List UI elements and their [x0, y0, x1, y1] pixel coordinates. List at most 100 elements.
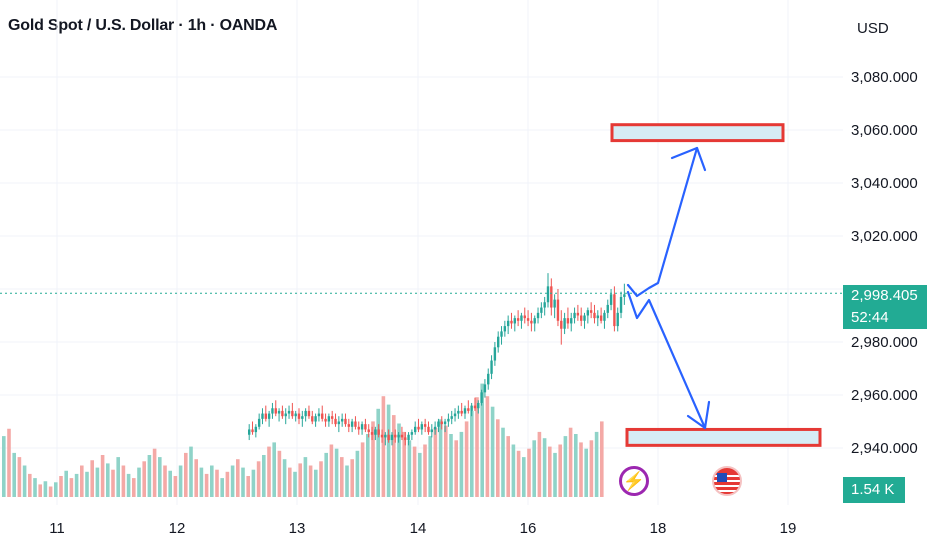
- price-axis[interactable]: 3,080.000 3,060.000 3,040.000 3,020.000 2,98…: [851, 69, 918, 457]
- candle-body: [384, 434, 387, 438]
- volume-bar: [568, 427, 573, 497]
- volume-bar: [496, 419, 500, 497]
- candle-body: [380, 434, 384, 438]
- candle-body: [347, 424, 350, 427]
- candle-body: [440, 421, 443, 425]
- bullish-arrowhead: [670, 146, 707, 172]
- volume-bar: [433, 427, 438, 497]
- candle-body: [430, 429, 433, 433]
- lightning-event-icon[interactable]: ⚡: [619, 466, 649, 496]
- volume-bar: [85, 471, 89, 497]
- bullish-arrow: [626, 146, 699, 298]
- candle-body: [261, 413, 264, 419]
- volume-bar: [319, 461, 323, 497]
- volume-bar: [7, 428, 11, 497]
- time-axis[interactable]: 11 12 13 14 16 18 19: [49, 520, 796, 537]
- candle-body: [613, 294, 616, 327]
- candle-body: [297, 413, 301, 419]
- volume-bar: [236, 459, 240, 497]
- candle-body: [530, 320, 533, 324]
- candle-body: [287, 410, 291, 414]
- volume-bar: [594, 431, 599, 497]
- candle-body: [340, 418, 344, 422]
- volume-bar: [80, 465, 84, 497]
- candle-body: [427, 426, 430, 433]
- candle-body: [257, 418, 261, 427]
- x-tick-label: 16: [520, 520, 537, 537]
- volume-bar: [584, 448, 588, 497]
- candle-body: [324, 418, 327, 422]
- candle-body: [526, 318, 530, 321]
- zones[interactable]: [610, 123, 822, 447]
- candle-body: [404, 437, 407, 441]
- volume-bar: [220, 478, 224, 497]
- candle-body: [274, 408, 277, 414]
- candle-body: [570, 318, 573, 324]
- volume-bar: [381, 396, 386, 497]
- volume-bar: [324, 452, 328, 497]
- bearish-arrow: [626, 290, 707, 430]
- volume-bar: [48, 486, 53, 497]
- currency-label[interactable]: USD: [857, 20, 889, 37]
- candle-body: [360, 424, 364, 430]
- candle-body: [556, 299, 560, 321]
- volume-bar: [392, 415, 396, 497]
- volume-bar: [137, 467, 141, 497]
- candle-body: [284, 413, 287, 417]
- candle-body: [586, 310, 590, 316]
- candle-body: [500, 331, 503, 337]
- volume-bar: [600, 421, 604, 497]
- volume-bar: [168, 470, 172, 497]
- volume-bar: [537, 431, 542, 497]
- candle-body: [523, 315, 526, 319]
- candle-body: [394, 434, 397, 438]
- volume-bars: [2, 383, 604, 497]
- y-tick-label: 3,080.000: [851, 69, 918, 86]
- candle-body: [603, 312, 606, 321]
- volume-bar: [38, 484, 42, 497]
- candle-body: [540, 307, 543, 313]
- volume-bar: [64, 470, 68, 497]
- candle-body: [490, 360, 493, 374]
- us-flag-event-icon[interactable]: [712, 466, 742, 496]
- volume-bar: [189, 446, 193, 497]
- volume-bar: [428, 436, 432, 497]
- volume-bar: [475, 397, 479, 497]
- volume-bar: [100, 455, 105, 497]
- candle-body: [589, 310, 593, 313]
- volume-bar: [516, 450, 521, 497]
- candle-body: [623, 294, 626, 297]
- candle-body: [520, 315, 523, 321]
- volume-bar: [215, 469, 219, 497]
- candle-body: [506, 320, 510, 327]
- volume-bar: [152, 448, 157, 497]
- candle-body: [477, 402, 480, 409]
- candle-body: [473, 405, 477, 409]
- volume-bar: [267, 446, 271, 497]
- candle-body: [457, 410, 460, 414]
- volume-bar: [355, 450, 360, 497]
- candle-body: [553, 299, 556, 308]
- candle-body: [599, 315, 603, 321]
- volume-bar: [386, 404, 391, 497]
- countdown-tag: 52:44: [843, 307, 927, 329]
- volume-bar: [54, 482, 58, 497]
- x-tick-label: 18: [650, 520, 667, 537]
- volume-bar: [350, 459, 354, 497]
- candle-body: [516, 318, 520, 321]
- volume-bar: [532, 440, 536, 497]
- volume-bar: [340, 457, 344, 497]
- volume-bar: [548, 446, 552, 497]
- volume-bar: [412, 446, 417, 497]
- volume-bar: [121, 465, 126, 497]
- candle-body: [337, 421, 341, 425]
- volume-bar: [262, 455, 266, 497]
- candle-body: [453, 413, 457, 417]
- y-tick-label: 2,940.000: [851, 440, 918, 457]
- volume-bar: [480, 383, 484, 497]
- volume-bar: [407, 440, 412, 497]
- projection-arrows[interactable]: [626, 146, 711, 430]
- candle-body: [450, 416, 453, 419]
- volume-bar: [116, 457, 120, 497]
